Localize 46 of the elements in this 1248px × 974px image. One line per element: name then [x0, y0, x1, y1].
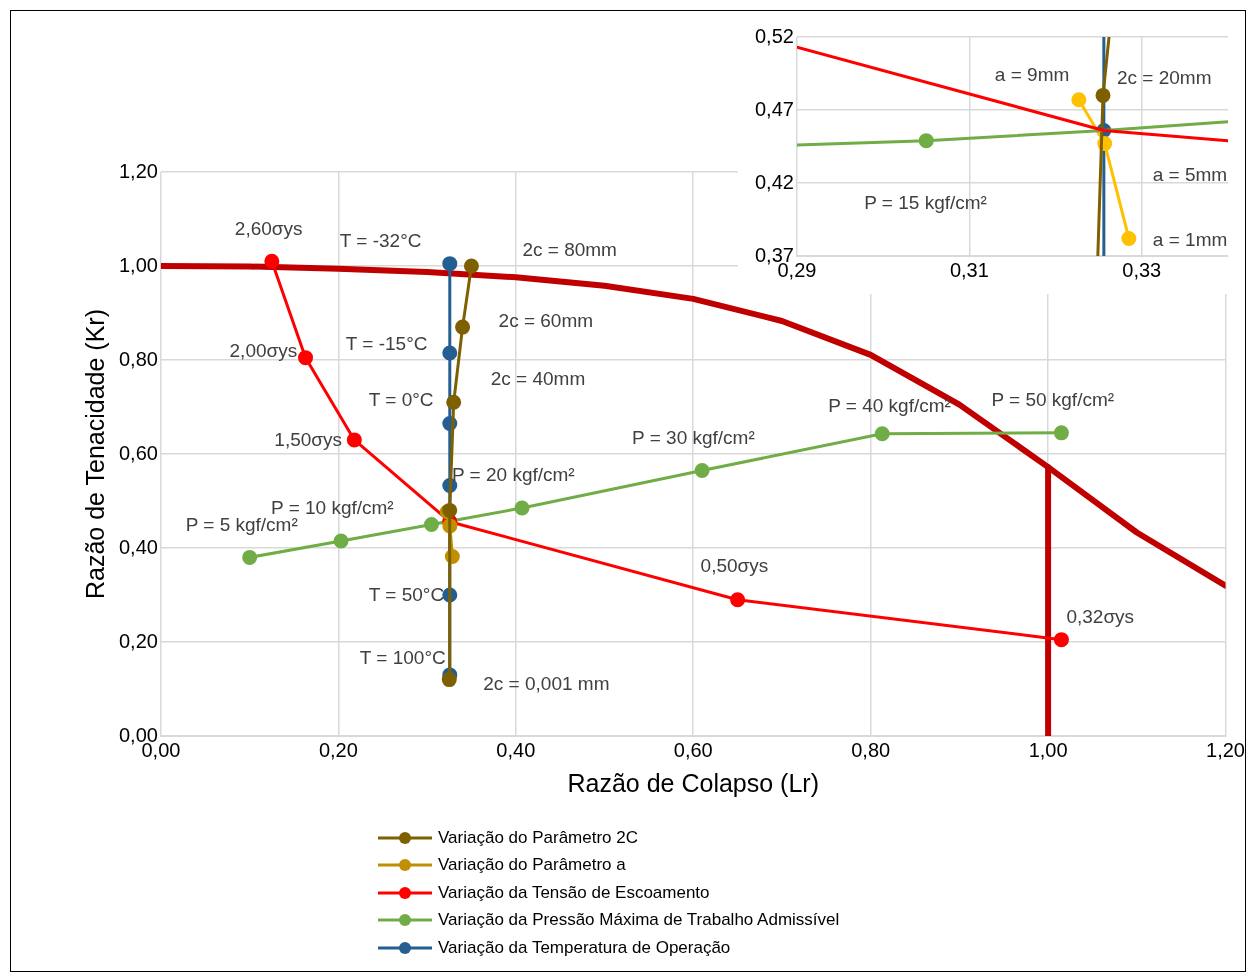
x-axis-title: Razão de Colapso (Lr) — [567, 768, 819, 797]
legend-label: Variação do Parâmetro 2C — [438, 827, 639, 848]
y-tick-label: 1,20 — [118, 159, 158, 182]
annotation: 0,32σys — [1066, 605, 1135, 627]
x-tick-label: 0,60 — [673, 738, 713, 761]
x-tick-label: 1,00 — [1028, 738, 1068, 761]
annotation: P = 15 kgf/cm² — [864, 191, 987, 213]
legend-label: Variação da Pressão Máxima de Trabalho Admissível — [438, 910, 840, 931]
y-tick-label: 0,52 — [754, 24, 794, 47]
y-tick-label: 0,20 — [118, 629, 158, 652]
annotation: P = 50 kgf/cm² — [991, 389, 1115, 411]
y-axis-title: Razão de Tenacidade (Kr) — [80, 309, 109, 599]
y-tick-label: 0,60 — [118, 441, 158, 464]
annotation: P = 30 kgf/cm² — [632, 426, 755, 448]
annotation: P = 20 kgf/cm² — [452, 464, 575, 486]
annotation: 2c = 0,001 mm — [483, 672, 610, 694]
y-tick-label: 0,80 — [118, 347, 158, 370]
x-tick-label: 0,20 — [318, 738, 358, 761]
annotation: P = 40 kgf/cm² — [828, 395, 951, 417]
annotation: 2,00σys — [229, 339, 298, 361]
y-tick-label: 0,40 — [118, 535, 158, 558]
annotation: 2c = 40mm — [490, 367, 586, 389]
y-tick-label: 0,47 — [754, 97, 794, 120]
annotation: T = 50°C — [368, 584, 445, 606]
annotation: a = 1mm — [1152, 228, 1228, 250]
x-tick-label: 0,31 — [949, 258, 989, 281]
annotation: 2,60σys — [234, 217, 303, 239]
x-tick-label: 0,33 — [1122, 258, 1162, 281]
legend-label: Variação do Parâmetro a — [438, 855, 626, 876]
y-tick-label: 0,42 — [754, 170, 794, 193]
annotation: T = -32°C — [339, 229, 422, 251]
annotation: 1,50σys — [274, 429, 343, 451]
annotation: a = 5mm — [1152, 163, 1228, 185]
annotation: 2c = 60mm — [498, 310, 594, 332]
legend-label: Variação da Temperatura de Operação — [438, 937, 731, 958]
x-tick-label: 0,80 — [851, 738, 891, 761]
annotation: 2c = 20mm — [1116, 66, 1212, 88]
legend-label: Variação da Tensão de Escoamento — [438, 882, 710, 903]
annotation: a = 9mm — [994, 64, 1070, 86]
x-tick-label: 0,40 — [496, 738, 536, 761]
annotation: 2c = 80mm — [522, 239, 617, 261]
annotation: T = -15°C — [345, 333, 428, 355]
annotation: 0,50σys — [700, 554, 769, 576]
x-tick-label: 1,20 — [1206, 738, 1246, 761]
annotation: T = 0°C — [368, 388, 434, 410]
annotation: T = 100°C — [359, 647, 446, 669]
